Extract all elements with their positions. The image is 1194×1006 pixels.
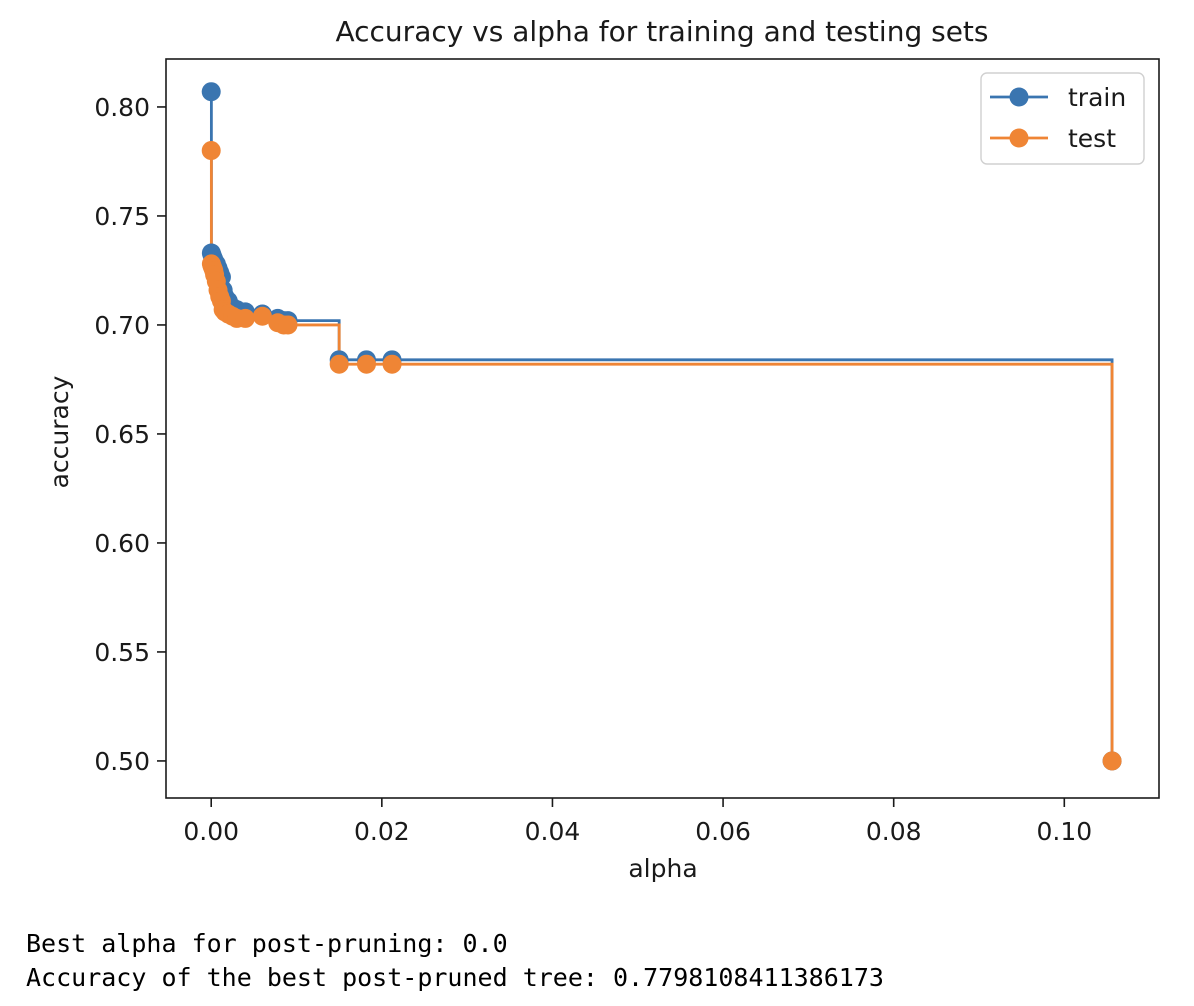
best-alpha-output: Best alpha for post-pruning: 0.0 (26, 929, 508, 958)
legend-train-label: train (1068, 83, 1126, 112)
x-tick-label: 0.10 (1036, 817, 1092, 846)
y-tick-label: 0.60 (94, 529, 150, 558)
x-tick-label: 0.00 (183, 817, 239, 846)
legend-train-marker (1009, 87, 1029, 107)
y-axis-ticks: 0.50 0.55 0.60 0.65 0.70 0.75 0.80 (94, 93, 166, 776)
plot-markers (201, 82, 1122, 771)
y-axis-label: accuracy (45, 375, 74, 488)
x-tick-label: 0.06 (695, 817, 751, 846)
y-tick-label: 0.50 (94, 747, 150, 776)
plot-area-frame (165, 58, 1160, 799)
y-tick-label: 0.70 (94, 311, 150, 340)
x-axis-label: alpha (628, 854, 697, 883)
plot-lines (209, 90, 1114, 761)
x-axis-ticks: 0.00 0.02 0.04 0.06 0.08 0.10 (183, 798, 1092, 846)
data-point-test (235, 308, 255, 328)
y-tick-label: 0.80 (94, 93, 150, 122)
x-tick-label: 0.02 (354, 817, 410, 846)
data-point-train (201, 82, 221, 102)
cell-output: Best alpha for post-pruning: 0.0 Accurac… (0, 905, 1194, 1006)
accuracy-alpha-chart: Accuracy vs alpha for training and testi… (45, 15, 1160, 883)
best-accuracy-output: Accuracy of the best post-pruned tree: 0… (26, 963, 884, 992)
data-point-test (382, 354, 402, 374)
legend: train test (980, 72, 1145, 165)
x-tick-label: 0.04 (525, 817, 581, 846)
chart-title: Accuracy vs alpha for training and testi… (335, 15, 988, 48)
y-tick-label: 0.75 (94, 202, 150, 231)
data-point-test (1102, 751, 1122, 771)
series-line-train (209, 90, 1114, 761)
y-tick-label: 0.65 (94, 420, 150, 449)
data-point-test (329, 354, 349, 374)
legend-test-marker (1009, 128, 1029, 148)
data-point-test (356, 354, 376, 374)
data-point-test (201, 141, 221, 161)
y-tick-label: 0.55 (94, 638, 150, 667)
data-point-test (278, 315, 298, 335)
legend-test-label: test (1068, 124, 1116, 153)
x-tick-label: 0.08 (866, 817, 922, 846)
series-line-test (209, 149, 1114, 761)
data-point-test (252, 306, 272, 326)
